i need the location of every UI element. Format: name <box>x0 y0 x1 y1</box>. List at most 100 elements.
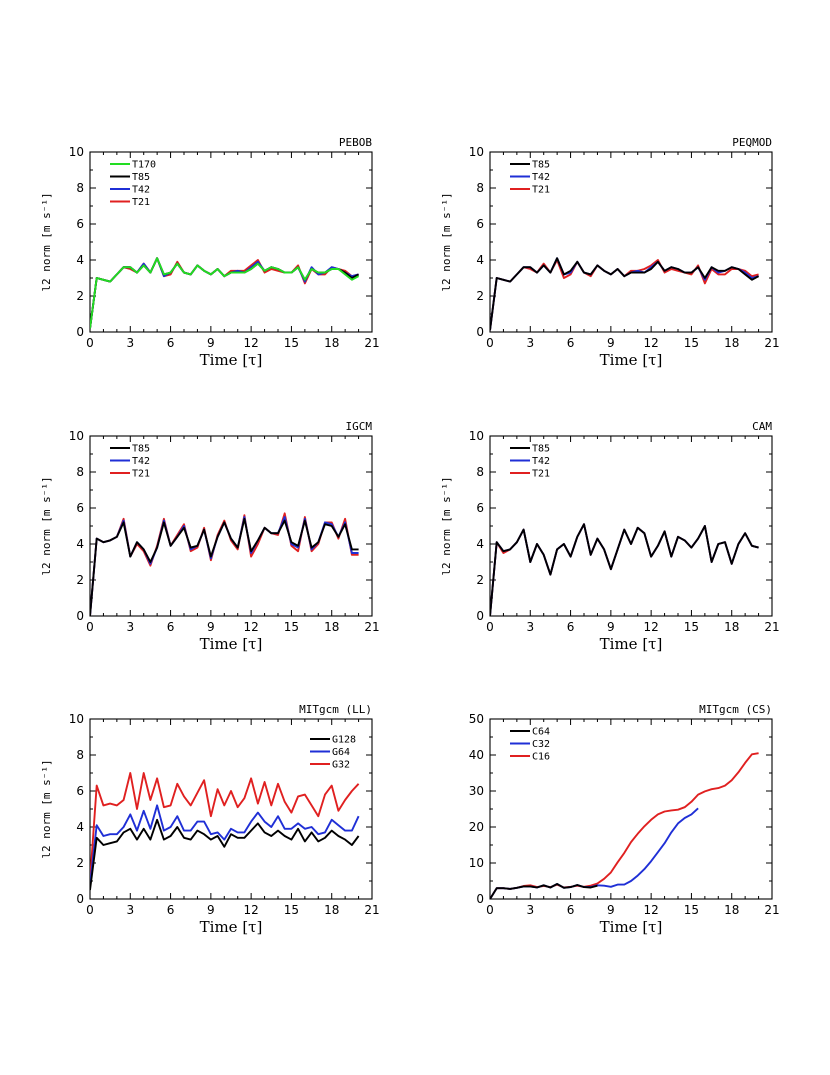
series-line-g32 <box>90 772 360 882</box>
legend-label-t21: T21 <box>132 197 150 208</box>
chart-panel-6: 0 3 6 9 12 15 18 21 0 10 20 30 40 50 MITgcm (CS) Time [… <box>469 703 780 936</box>
series-line-g64 <box>90 804 360 885</box>
legend-label-t21: T21 <box>132 469 150 480</box>
x-tick-label: 3 <box>526 336 534 350</box>
legend-label-t85: T85 <box>132 172 150 183</box>
y-tick-label: 8 <box>76 748 84 762</box>
panel-title: MITgcm (CS) <box>699 703 772 716</box>
y-tick-label: 4 <box>476 537 484 551</box>
x-tick-label: 3 <box>526 903 534 917</box>
y-tick-label: 8 <box>76 181 84 195</box>
y-tick-label: 2 <box>76 289 84 303</box>
y-tick-label: 6 <box>76 217 84 231</box>
x-tick-label: 6 <box>167 620 175 634</box>
legend-label-t42: T42 <box>132 456 150 467</box>
x-tick-label: 15 <box>284 620 299 634</box>
x-tick-label: 18 <box>724 336 739 350</box>
panel-title: PEBOB <box>339 136 372 149</box>
x-tick-label: 6 <box>567 336 575 350</box>
x-tick-label: 3 <box>126 336 134 350</box>
series-line-t42 <box>490 523 759 616</box>
x-tick-label: 0 <box>486 336 494 350</box>
series-line-c16 <box>490 752 759 899</box>
y-axis-label: l2 norm [m s⁻¹] <box>440 192 453 291</box>
x-tick-label: 6 <box>167 903 175 917</box>
x-tick-label: 9 <box>207 903 215 917</box>
panel-title: MITgcm (LL) <box>299 703 372 716</box>
x-axis-label: Time [τ] <box>600 635 663 653</box>
y-tick-label: 0 <box>476 609 484 623</box>
legend-label-g128: G128 <box>332 735 356 746</box>
series-line-g128 <box>90 818 360 891</box>
x-tick-label: 12 <box>244 903 259 917</box>
y-tick-label: 8 <box>76 465 84 479</box>
series-line-t85 <box>490 257 760 331</box>
y-tick-label: 10 <box>469 856 484 870</box>
y-tick-label: 4 <box>76 820 84 834</box>
y-tick-label: 4 <box>476 253 484 267</box>
legend-label-t42: T42 <box>132 185 150 196</box>
x-tick-label: 9 <box>607 620 615 634</box>
x-tick-label: 6 <box>167 336 175 350</box>
y-tick-label: 20 <box>469 820 484 834</box>
x-tick-label: 21 <box>764 903 779 917</box>
y-tick-label: 0 <box>76 892 84 906</box>
legend-label-c32: C32 <box>532 739 550 750</box>
x-tick-label: 0 <box>486 903 494 917</box>
chart-panel-5: 0 3 6 9 12 15 18 21 0 2 4 6 8 10 MITgcm (LL) Time [τ] l2… <box>40 703 380 936</box>
y-axis-label: l2 norm [m s⁻¹] <box>40 192 53 291</box>
y-tick-label: 10 <box>69 145 84 159</box>
x-tick-label: 3 <box>126 903 134 917</box>
series-line-t85 <box>90 517 359 616</box>
x-tick-label: 18 <box>324 620 339 634</box>
y-tick-label: 0 <box>476 325 484 339</box>
x-tick-label: 6 <box>567 903 575 917</box>
chart-panel-1: 0 3 6 9 12 15 18 21 0 2 4 6 8 10 PEBOB Time [τ] l2 norm … <box>40 136 380 369</box>
y-tick-label: 6 <box>476 217 484 231</box>
x-axis-label: Time [τ] <box>200 635 263 653</box>
y-tick-label: 6 <box>76 501 84 515</box>
x-tick-label: 3 <box>126 620 134 634</box>
chart-panel-2: 0 3 6 9 12 15 18 21 0 2 4 6 8 10 PEQMOD Time [τ] l2 norm… <box>440 136 780 369</box>
x-tick-label: 12 <box>244 336 259 350</box>
y-tick-label: 0 <box>76 609 84 623</box>
legend-label-t170: T170 <box>132 160 156 171</box>
x-tick-label: 21 <box>764 620 779 634</box>
x-tick-label: 12 <box>644 336 659 350</box>
chart-panel-4: 0 3 6 9 12 15 18 21 0 2 4 6 8 10 CAM Time [τ] l2 norm [m… <box>440 420 780 653</box>
legend-label-t85: T85 <box>532 444 550 455</box>
x-tick-label: 0 <box>86 903 94 917</box>
legend-label-t85: T85 <box>132 444 150 455</box>
series-line-c64 <box>490 882 598 899</box>
panel-title: CAM <box>752 420 772 433</box>
x-tick-label: 18 <box>324 903 339 917</box>
x-tick-label: 21 <box>364 336 379 350</box>
y-tick-label: 8 <box>476 465 484 479</box>
x-tick-label: 9 <box>207 336 215 350</box>
x-tick-label: 3 <box>526 620 534 634</box>
x-tick-label: 18 <box>324 336 339 350</box>
y-tick-label: 2 <box>476 289 484 303</box>
x-tick-label: 0 <box>486 620 494 634</box>
x-tick-label: 12 <box>644 903 659 917</box>
y-axis-label: l2 norm [m s⁻¹] <box>440 476 453 575</box>
series-line-t170 <box>90 257 360 329</box>
x-tick-label: 6 <box>567 620 575 634</box>
y-tick-label: 10 <box>69 429 84 443</box>
legend-label-t21: T21 <box>532 185 550 196</box>
legend-label-g32: G32 <box>332 760 350 771</box>
y-tick-label: 10 <box>69 712 84 726</box>
plot-frame <box>89 718 373 900</box>
x-tick-label: 15 <box>284 903 299 917</box>
legend-label-t42: T42 <box>532 172 550 183</box>
x-tick-label: 21 <box>364 620 379 634</box>
panel-title: IGCM <box>346 420 373 433</box>
series-line-t21 <box>490 523 759 616</box>
legend-label-t42: T42 <box>532 456 550 467</box>
y-tick-label: 6 <box>76 784 84 798</box>
x-axis-label: Time [τ] <box>600 351 663 369</box>
legend-label-t21: T21 <box>532 469 550 480</box>
x-tick-label: 21 <box>764 336 779 350</box>
y-tick-label: 40 <box>469 748 484 762</box>
y-axis-label: l2 norm [m s⁻¹] <box>40 476 53 575</box>
